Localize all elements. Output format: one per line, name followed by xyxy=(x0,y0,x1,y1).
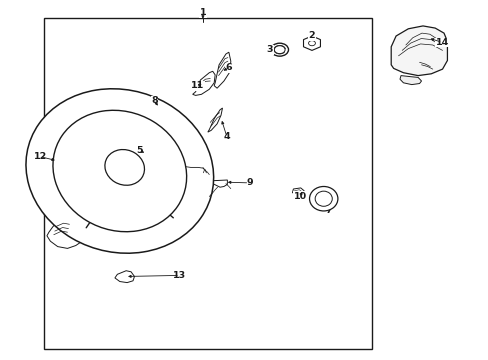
Polygon shape xyxy=(152,105,163,113)
Text: 8: 8 xyxy=(151,96,158,105)
Polygon shape xyxy=(115,271,134,283)
Polygon shape xyxy=(212,180,227,187)
Text: 3: 3 xyxy=(266,45,273,54)
Text: 1: 1 xyxy=(199,8,206,17)
Ellipse shape xyxy=(274,46,285,54)
Polygon shape xyxy=(303,36,320,50)
Text: 2: 2 xyxy=(308,31,315,40)
Ellipse shape xyxy=(308,41,315,46)
Text: 12: 12 xyxy=(33,152,47,161)
Text: 13: 13 xyxy=(173,271,186,280)
Ellipse shape xyxy=(53,110,186,232)
Polygon shape xyxy=(207,108,222,132)
Text: 11: 11 xyxy=(190,81,204,90)
Bar xyxy=(44,18,371,349)
Polygon shape xyxy=(214,52,230,88)
Polygon shape xyxy=(141,150,155,160)
Polygon shape xyxy=(59,158,67,166)
Text: 4: 4 xyxy=(223,132,230,141)
Polygon shape xyxy=(47,216,85,248)
Ellipse shape xyxy=(26,89,213,253)
Ellipse shape xyxy=(105,149,144,185)
Text: 9: 9 xyxy=(245,178,252,187)
Polygon shape xyxy=(192,71,215,95)
Polygon shape xyxy=(292,188,304,195)
Text: 5: 5 xyxy=(136,145,142,155)
Text: 6: 6 xyxy=(225,63,232,72)
Ellipse shape xyxy=(270,43,288,56)
Polygon shape xyxy=(390,26,447,76)
Text: 7: 7 xyxy=(325,206,331,215)
Ellipse shape xyxy=(314,191,332,206)
Polygon shape xyxy=(399,76,421,85)
Text: 14: 14 xyxy=(435,38,448,47)
Ellipse shape xyxy=(309,186,337,211)
Text: 10: 10 xyxy=(293,192,306,201)
